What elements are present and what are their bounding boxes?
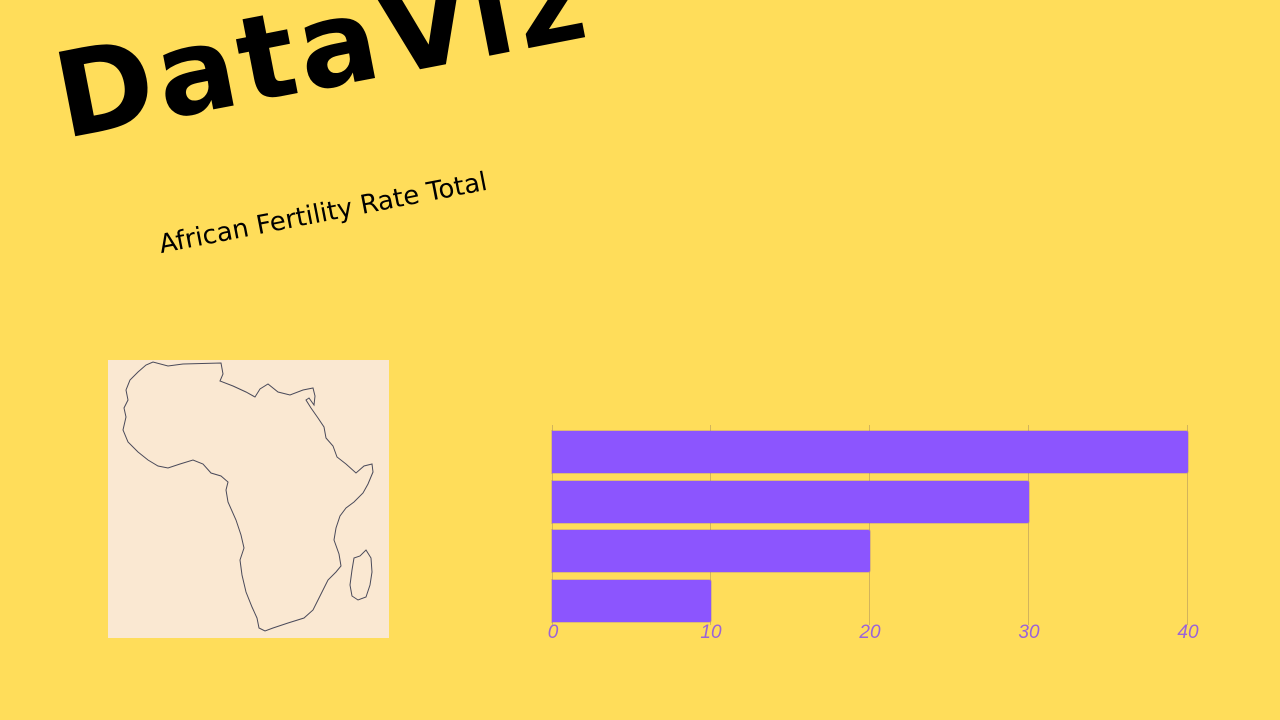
gridline-20: [869, 425, 870, 625]
x-tick-label: 20: [859, 622, 881, 643]
x-tick-label: 0: [547, 622, 559, 643]
gridline-40: [1187, 425, 1188, 625]
africa-map-card: [108, 360, 389, 638]
bar-4: [552, 580, 711, 622]
gridline-30: [1028, 425, 1029, 625]
horizontal-bar-chart: [552, 425, 1188, 625]
y-axis-line: [552, 425, 553, 625]
gridline-10: [710, 425, 711, 625]
page-title: DataViz: [43, 0, 600, 166]
bar-1: [552, 431, 1188, 473]
page-subtitle: African Fertility Rate Total: [156, 166, 490, 260]
x-tick-label: 10: [700, 622, 722, 643]
x-tick-label: 30: [1018, 622, 1040, 643]
x-tick-label: 40: [1177, 622, 1199, 643]
bar-3: [552, 530, 870, 572]
africa-map-icon: [122, 361, 374, 632]
bar-2: [552, 481, 1029, 523]
